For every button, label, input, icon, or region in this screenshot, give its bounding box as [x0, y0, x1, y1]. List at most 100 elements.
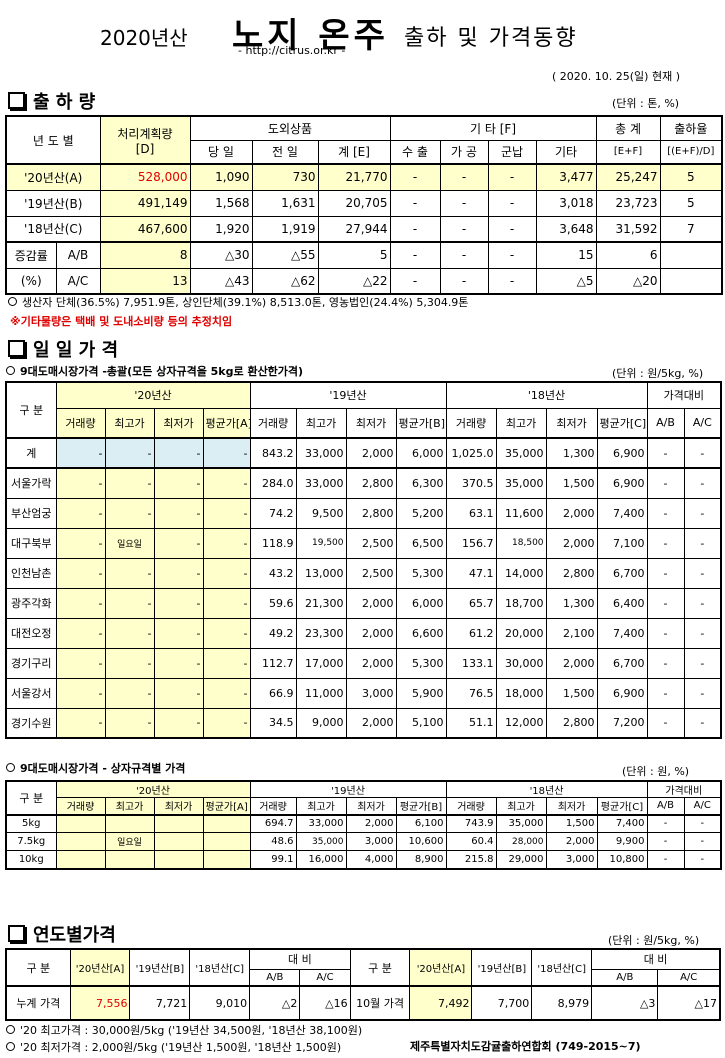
price-cell: 1,500 — [545, 677, 598, 709]
price-cell: 12,000 — [495, 707, 547, 739]
annual-price-table: 구 분 '20년산[A] '19년산[B] '18년산[C] 대 비 구 분 '… — [5, 948, 721, 1021]
table-row: 경기구리 - - - -112.7 17,000 2,000 5,300 133.1 30,000… — [5, 647, 722, 679]
col-header: 수 출 — [389, 139, 441, 165]
year-label-cell: '19년산(B) — [5, 189, 101, 217]
price20-cell: - — [55, 497, 106, 529]
col-header: [(E+F)/D] — [659, 139, 723, 165]
price-cell: 2,000 — [345, 587, 397, 619]
value-cell: △43 — [189, 267, 253, 295]
price-cell: 5,300 — [395, 557, 447, 589]
price-cell: 23,300 — [295, 617, 347, 649]
value-cell: 5 — [659, 189, 723, 217]
value-cell: 31,592 — [595, 215, 661, 243]
market-label-cell: 경기수원 — [5, 707, 57, 739]
circle-bullet-icon — [8, 297, 17, 306]
price-cell: 28,000 — [495, 832, 547, 851]
price-cell: 59.6 — [249, 587, 297, 619]
compare-cell: - — [646, 850, 685, 869]
col-header: A/C — [683, 407, 722, 439]
price-cell: 76.5 — [445, 677, 497, 709]
price-cell: 33,000 — [295, 814, 347, 833]
shipment-table: 년 도 별 처리계획량 [D] 도외상품 기 타 [F] 총 계 출하율 당 일 … — [5, 115, 724, 295]
price20-cell — [202, 850, 251, 869]
price20-cell: - — [55, 677, 106, 709]
year18-header: '18년산 — [445, 381, 648, 409]
market-label-cell: 대전오정 — [5, 617, 57, 649]
price-cell: 2,000 — [345, 617, 397, 649]
price-cell: 2,000 — [345, 647, 397, 679]
compare-cell: - — [683, 707, 722, 739]
table-row: 5kg 694.7 33,000 2,000 6,100 743.9 35,000 1,500… — [5, 814, 722, 833]
price20-cell: - — [104, 467, 155, 499]
annual-unit: (단위 : 원/5kg, %) — [608, 934, 700, 947]
price20-cell — [202, 814, 251, 833]
market-label-cell: 인천남촌 — [5, 557, 57, 589]
price-cell: 6,700 — [596, 647, 648, 679]
market-label-cell: 부산엄궁 — [5, 497, 57, 529]
plan-change-cell: 13 — [99, 267, 191, 295]
year18-header: '18년산 — [445, 780, 648, 798]
value-cell: 3,018 — [535, 189, 597, 217]
table-row: 경기수원 - - - -34.5 9,000 2,000 5,100 51.1 12,000 2,8… — [5, 707, 722, 739]
domestic-header: 도외상품 — [189, 115, 391, 141]
price20-cell: - — [55, 437, 106, 469]
table-row: '19년산(B) 491,149 1,568 1,631 20,705- - -3,018 2… — [5, 189, 723, 217]
price-cell: 19,500 — [295, 527, 347, 559]
october-ac: △17 — [657, 985, 721, 1021]
daily-subtitle: 9대도매시장가격 -총괄(모든 상자규격을 5kg로 환산한가격) — [6, 363, 303, 379]
compare-cell: - — [646, 497, 685, 529]
compare-cell: - — [683, 647, 722, 679]
compare-header: 가격대비 — [646, 780, 722, 798]
table-row: 서울가락 - - - -284.0 33,000 2,800 6,300 370.5 35,000… — [5, 467, 722, 499]
circle-bullet-icon — [6, 1025, 15, 1034]
price-cell: 63.1 — [445, 497, 497, 529]
price-cell: 10,800 — [596, 850, 648, 869]
col-header: 최고가 — [104, 797, 155, 815]
value-cell: 15 — [535, 241, 597, 269]
col-header: A/B — [646, 797, 685, 815]
plan-cell: 528,000 — [99, 163, 191, 191]
source-url: - http://citrus.or.kr - — [238, 44, 346, 57]
report-date: ( 2020. 10. 25(일) 현재 ) — [552, 70, 680, 83]
price-cell: 18,500 — [495, 527, 547, 559]
price-cell: 6,000 — [395, 437, 447, 469]
price-cell: 18,000 — [495, 677, 547, 709]
compare-cell: - — [646, 832, 685, 851]
market-label-cell: 경기구리 — [5, 647, 57, 679]
box-price-table: 구 분 '20년산 '19년산 '18년산 가격대비 거래량 최고가 최저가 평… — [5, 780, 722, 870]
value-cell: 1,631 — [251, 189, 319, 217]
value-cell: △20 — [595, 267, 661, 295]
price20-cell: - — [104, 617, 155, 649]
change-label-cell: 증감률 — [5, 241, 57, 269]
year20-header: '20년산 — [55, 381, 251, 409]
price-cell: 1,500 — [545, 467, 598, 499]
price-cell: 133.1 — [445, 647, 497, 679]
col-header: '20년산[A] — [409, 948, 473, 987]
value-cell: 3,648 — [535, 215, 597, 243]
price-cell: 9,000 — [295, 707, 347, 739]
gubun-header: 구 분 — [5, 780, 57, 815]
price20-cell — [202, 832, 251, 851]
price-cell: 118.9 — [249, 527, 297, 559]
price20-cell: - — [202, 437, 251, 469]
table-row: 광주각화 - - - -59.6 21,300 2,000 6,000 65.7 18,700 1,… — [5, 587, 722, 619]
price-cell: 6,600 — [395, 617, 447, 649]
price20-cell: - — [153, 497, 204, 529]
price-cell: 1,300 — [545, 437, 598, 469]
price-cell: 2,000 — [545, 832, 598, 851]
table-row: 서울강서 - - - -66.9 11,000 3,000 5,900 76.5 18,000 1,… — [5, 677, 722, 709]
sub-title: 출하 및 가격동향 — [404, 26, 578, 51]
price20-cell: - — [202, 677, 251, 709]
value-cell: 20,705 — [317, 189, 391, 217]
value-cell: 1,920 — [189, 215, 253, 243]
change-type-cell: A/B — [55, 241, 101, 269]
price-cell: 7,400 — [596, 497, 648, 529]
market-label-cell: 광주각화 — [5, 587, 57, 619]
plan-cell: 467,600 — [99, 215, 191, 243]
price-cell: 35,000 — [495, 437, 547, 469]
price20-cell: - — [153, 557, 204, 589]
compare-cell: - — [683, 677, 722, 709]
market-label-cell: 대구북부 — [5, 527, 57, 559]
table-row: 인천남촌 - - - -43.2 13,000 2,500 5,300 47.1 14,000 2,… — [5, 557, 722, 589]
shipment-note: 생산자 단체(36.5%) 7,951.9톤, 상인단체(39.1%) 8,51… — [8, 294, 468, 310]
